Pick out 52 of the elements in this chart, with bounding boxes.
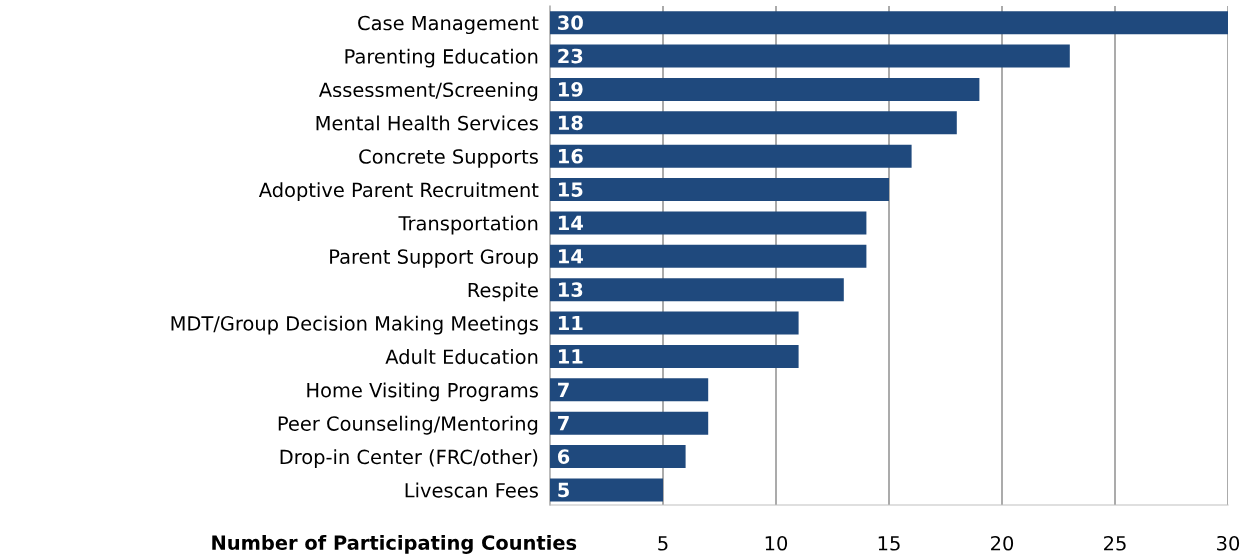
y-tick-label: Adult Education <box>385 349 538 365</box>
bar <box>550 11 1228 35</box>
bar <box>550 44 1070 68</box>
y-tick-label: Case Management <box>358 15 539 35</box>
x-axis-title: Number of Participating Counties <box>212 534 577 554</box>
data-label: 16 <box>558 148 583 164</box>
data-label: 11 <box>558 315 583 331</box>
bar <box>550 77 980 101</box>
bar <box>550 311 799 335</box>
x-tick-label: 30 <box>1217 535 1240 551</box>
bar <box>550 111 957 135</box>
data-label: 7 <box>558 416 569 431</box>
bar <box>550 244 867 268</box>
y-tick-label: MDT/Group Decision Making Meetings <box>171 315 538 335</box>
bar <box>550 411 709 435</box>
y-tick-label: Parent Support Group <box>330 249 538 268</box>
data-label: 5 <box>558 482 569 498</box>
x-tick-label: 10 <box>765 535 788 551</box>
x-tick-label: 5 <box>658 536 668 551</box>
y-tick-label: Parenting Education <box>345 48 538 68</box>
bar <box>550 344 799 368</box>
data-label: 14 <box>558 215 583 230</box>
bar <box>550 178 889 202</box>
y-tick-label: Assessment/Screening <box>318 82 538 101</box>
bar <box>550 144 912 168</box>
y-tick-label: Concrete Supports <box>359 149 538 168</box>
y-tick-label: Adoptive Parent Recruitment <box>258 182 539 202</box>
bar <box>550 478 663 502</box>
x-tick-label: 25 <box>1104 535 1126 551</box>
data-label: 30 <box>558 15 583 30</box>
y-tick-label: Home Visiting Programs <box>307 382 538 402</box>
data-label: 6 <box>557 449 570 464</box>
y-tick-label: Respite <box>468 282 538 302</box>
data-label: 11 <box>558 349 583 364</box>
x-tick-label: 15 <box>878 536 900 551</box>
y-tick-label: Drop-in Center (FRC/other) <box>280 449 538 469</box>
data-label: 7 <box>558 382 569 397</box>
x-tick-label: 20 <box>991 535 1014 551</box>
y-tick-label: Transportation <box>398 215 538 235</box>
data-label: 23 <box>558 48 583 64</box>
y-tick-label: Peer Counseling/Mentoring <box>278 415 538 435</box>
bar <box>550 211 867 235</box>
data-label: 14 <box>558 249 583 264</box>
data-label: 13 <box>558 282 583 298</box>
y-tick-label: Mental Health Services <box>316 115 538 131</box>
bar <box>550 278 844 302</box>
data-label: 15 <box>558 182 583 197</box>
data-label: 18 <box>558 115 583 131</box>
bar <box>550 378 709 402</box>
bar <box>550 445 686 469</box>
data-label: 19 <box>558 82 583 97</box>
y-tick-label: Livescan Fees <box>405 482 538 498</box>
